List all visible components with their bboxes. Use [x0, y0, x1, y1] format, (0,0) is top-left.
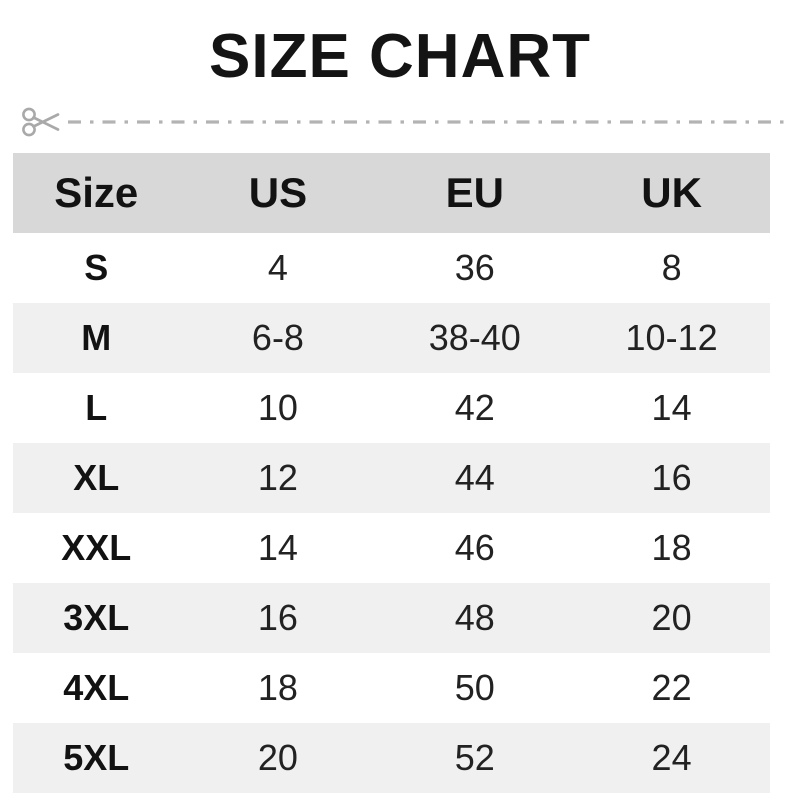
- eu-value: 46: [454, 527, 495, 569]
- uk-value: 24: [651, 737, 692, 779]
- us-value: 6-8: [251, 317, 304, 359]
- size-label: XXL: [61, 527, 132, 569]
- size-label: S: [84, 247, 109, 289]
- eu-value: 42: [454, 387, 495, 429]
- us-value: 16: [257, 597, 298, 639]
- size-label: L: [85, 387, 108, 429]
- table-row-xl: XL 12 44 16: [13, 443, 770, 514]
- column-header-eu: EU: [445, 169, 504, 217]
- column-header-size: Size: [54, 169, 139, 217]
- size-label: 3XL: [63, 597, 130, 639]
- table-row-l: L 10 42 14: [13, 373, 770, 444]
- page-title: SIZE CHART: [209, 22, 591, 91]
- dashed-cut-line: [68, 120, 786, 124]
- column-header-uk: UK: [641, 169, 702, 217]
- uk-value: 10-12: [625, 317, 718, 359]
- table-row-m: M 6-8 38-40 10-12: [13, 303, 770, 374]
- eu-value: 52: [454, 737, 495, 779]
- table-row-3xl: 3XL 16 48 20: [13, 583, 770, 654]
- size-label: 5XL: [63, 737, 130, 779]
- size-label: 4XL: [63, 667, 130, 709]
- table-row-xxl: XXL 14 46 18: [13, 513, 770, 584]
- table-row-4xl: 4XL 18 50 22: [13, 653, 770, 724]
- us-value: 10: [257, 387, 298, 429]
- eu-value: 44: [454, 457, 495, 499]
- table-row-s: S 4 36 8: [13, 233, 770, 304]
- size-label: XL: [73, 457, 120, 499]
- eu-value: 38-40: [428, 317, 521, 359]
- us-value: 18: [257, 667, 298, 709]
- eu-value: 50: [454, 667, 495, 709]
- us-value: 4: [267, 247, 288, 289]
- uk-value: 18: [651, 527, 692, 569]
- eu-value: 48: [454, 597, 495, 639]
- uk-value: 14: [651, 387, 692, 429]
- scissors-icon: [22, 107, 60, 137]
- column-header-us: US: [248, 169, 308, 217]
- size-table: Size US EU UK S 4 36 8 M 6-8 38-40 10-12…: [13, 153, 770, 794]
- uk-value: 8: [661, 247, 682, 289]
- uk-value: 20: [651, 597, 692, 639]
- table-row-5xl: 5XL 20 52 24: [13, 723, 770, 794]
- uk-value: 16: [651, 457, 692, 499]
- us-value: 14: [257, 527, 298, 569]
- size-label: M: [81, 317, 112, 359]
- us-value: 20: [257, 737, 298, 779]
- uk-value: 22: [651, 667, 692, 709]
- us-value: 12: [257, 457, 298, 499]
- eu-value: 36: [454, 247, 495, 289]
- cut-line: [0, 101, 800, 143]
- table-header-row: Size US EU UK: [13, 153, 770, 234]
